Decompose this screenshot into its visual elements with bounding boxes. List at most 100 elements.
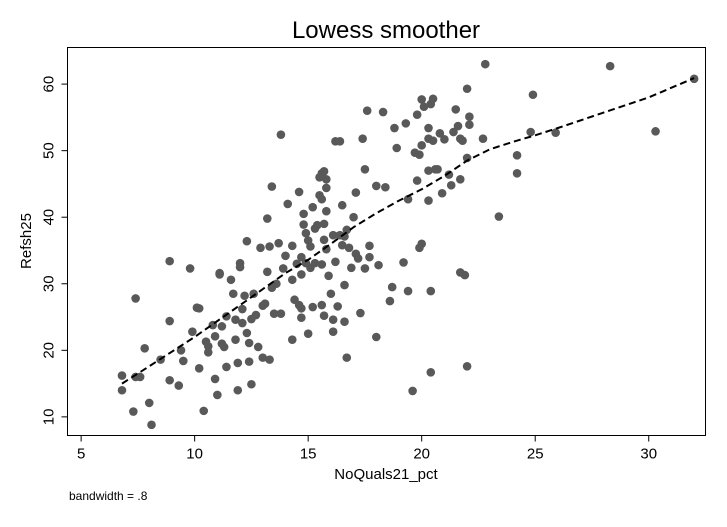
data-point: [228, 289, 238, 299]
plot-area-frame: [67, 47, 706, 436]
data-point: [528, 90, 538, 100]
data-point: [512, 151, 522, 160]
data-point: [408, 386, 417, 396]
data-point: [188, 327, 197, 336]
data-point: [326, 289, 336, 299]
data-point: [424, 123, 433, 133]
data-point: [399, 258, 408, 267]
data-point: [117, 371, 127, 380]
data-point: [238, 318, 247, 328]
data-point: [203, 342, 213, 351]
data-point: [433, 164, 442, 174]
data-point: [344, 243, 354, 253]
data-point: [299, 220, 308, 229]
data-point: [244, 357, 254, 366]
bandwidth-note: bandwidth = .8: [69, 489, 148, 503]
data-point: [135, 372, 145, 382]
data-point: [253, 342, 263, 352]
x-tick-label: 15: [300, 446, 317, 463]
data-point: [235, 262, 245, 272]
data-point: [199, 406, 209, 416]
data-point: [244, 338, 254, 348]
data-point: [417, 239, 426, 249]
data-point: [210, 332, 220, 341]
data-point: [358, 134, 367, 143]
data-point: [328, 327, 338, 336]
data-point: [412, 110, 422, 120]
data-point: [353, 254, 363, 263]
data-point: [512, 168, 522, 178]
data-point: [392, 143, 402, 153]
data-point: [217, 322, 227, 331]
data-point: [356, 308, 365, 318]
data-point: [390, 123, 399, 133]
data-point: [131, 294, 140, 303]
data-point: [297, 270, 306, 279]
data-point: [297, 304, 306, 313]
data-point: [165, 316, 174, 326]
data-point: [605, 61, 615, 71]
data-point: [349, 212, 358, 222]
data-point: [276, 130, 286, 139]
data-point: [274, 238, 283, 248]
data-point: [365, 252, 374, 262]
data-point: [294, 187, 304, 197]
lowess-line-group: [121, 77, 695, 385]
data-point: [440, 135, 449, 144]
data-point: [351, 188, 361, 197]
y-axis: 10 20 30 40 50 60: [41, 76, 68, 425]
data-point: [317, 194, 327, 204]
data-point: [165, 256, 174, 266]
y-tick-label: 20: [41, 342, 58, 359]
data-point: [233, 358, 243, 368]
data-point: [347, 263, 356, 273]
data-point: [340, 280, 349, 290]
y-tick-label: 40: [41, 209, 58, 226]
data-point: [281, 251, 290, 261]
y-tick-label: 10: [41, 409, 58, 426]
data-point: [308, 202, 318, 212]
data-point: [337, 240, 347, 250]
data-point: [494, 212, 504, 221]
data-point: [437, 188, 447, 198]
y-axis-label: Refsh25: [18, 213, 35, 269]
data-point: [287, 275, 297, 285]
data-point: [129, 407, 138, 416]
data-point: [185, 264, 195, 273]
data-point: [462, 361, 472, 371]
data-point: [328, 315, 338, 324]
data-point: [297, 313, 306, 323]
data-point: [203, 348, 213, 357]
data-point: [322, 174, 331, 184]
data-point: [322, 183, 331, 193]
x-tick-label: 20: [413, 446, 430, 463]
data-point: [337, 200, 347, 210]
data-point: [272, 279, 281, 289]
data-point: [374, 260, 383, 270]
data-point: [247, 379, 256, 389]
data-point: [219, 342, 229, 352]
data-point: [319, 219, 329, 229]
data-point: [287, 241, 297, 251]
data-point: [526, 127, 535, 137]
data-point: [424, 166, 433, 175]
y-tick-label: 60: [41, 76, 58, 93]
data-point: [371, 332, 381, 342]
data-point: [194, 363, 204, 373]
data-point: [226, 275, 236, 285]
y-tick-label: 50: [41, 142, 58, 159]
data-point: [401, 119, 411, 128]
data-point: [147, 420, 156, 430]
data-point: [403, 194, 413, 204]
data-point: [428, 136, 438, 145]
data-point: [480, 59, 490, 69]
data-point: [335, 137, 345, 146]
data-point: [278, 264, 288, 273]
data-point: [269, 309, 279, 319]
data-point: [458, 136, 467, 145]
data-point: [317, 260, 327, 269]
data-point: [263, 267, 272, 277]
data-point: [165, 375, 174, 385]
data-point: [144, 398, 154, 408]
data-point: [256, 243, 265, 253]
